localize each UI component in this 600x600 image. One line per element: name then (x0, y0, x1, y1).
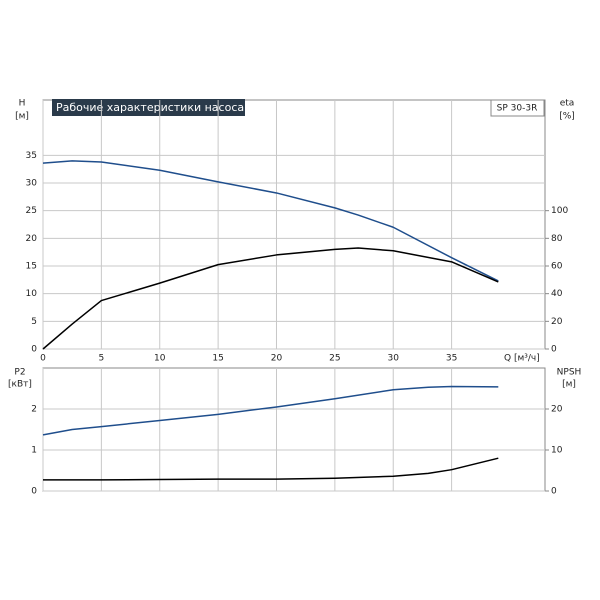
x-tick-label: 25 (329, 354, 340, 364)
x-label: Q [м³/ч] (504, 354, 540, 364)
x-tick-label: 5 (99, 354, 105, 364)
y2-tick-label: 20 (551, 405, 563, 415)
y2-tick-label: 0 (551, 487, 557, 497)
y2-tick-label: 100 (551, 206, 568, 216)
y-tick-label: 25 (26, 206, 37, 216)
y-tick-label: 20 (26, 234, 38, 244)
y-tick-label: 2 (31, 405, 37, 415)
y2-unit: [%] (559, 112, 575, 122)
y-unit: [м] (15, 112, 29, 122)
series-line (43, 457, 499, 481)
x-tick-label: 15 (212, 354, 223, 364)
title-box (52, 99, 245, 116)
y-tick-label: 0 (31, 487, 37, 497)
x-tick-label: 35 (446, 354, 457, 364)
y2-tick-label: 10 (551, 446, 563, 456)
y2-tick-label: 40 (551, 289, 563, 299)
x-tick-label: 0 (40, 354, 46, 364)
y2-tick-label: 20 (551, 317, 563, 327)
top-frame (42, 99, 546, 350)
y-tick-label: 10 (26, 289, 38, 299)
y2-tick-label: 80 (551, 234, 563, 244)
y2-unit: [м] (562, 380, 576, 390)
x-tick-label: 10 (154, 354, 166, 364)
y-label: H (19, 99, 26, 109)
y-label: P2 (14, 368, 25, 378)
series-line (42, 160, 499, 282)
y2-tick-label: 0 (551, 345, 557, 355)
series-line (42, 385, 499, 436)
x-tick-label: 20 (271, 354, 283, 364)
y-tick-label: 1 (31, 446, 37, 456)
y2-label: NPSH (557, 368, 582, 378)
y-tick-label: 30 (26, 179, 38, 189)
y-tick-label: 35 (26, 151, 37, 161)
y-tick-label: 0 (31, 345, 37, 355)
y2-label: eta (560, 99, 575, 109)
series-line (42, 247, 499, 350)
model-label: SP 30-3R (497, 104, 538, 114)
model-box (490, 99, 545, 117)
y-tick-label: 15 (26, 262, 37, 272)
chart-title: Рабочие характеристики насоса (56, 101, 244, 114)
y-unit: [кВт] (8, 380, 32, 390)
x-tick-label: 30 (388, 354, 400, 364)
y2-tick-label: 60 (551, 262, 563, 272)
y-tick-label: 5 (31, 317, 37, 327)
